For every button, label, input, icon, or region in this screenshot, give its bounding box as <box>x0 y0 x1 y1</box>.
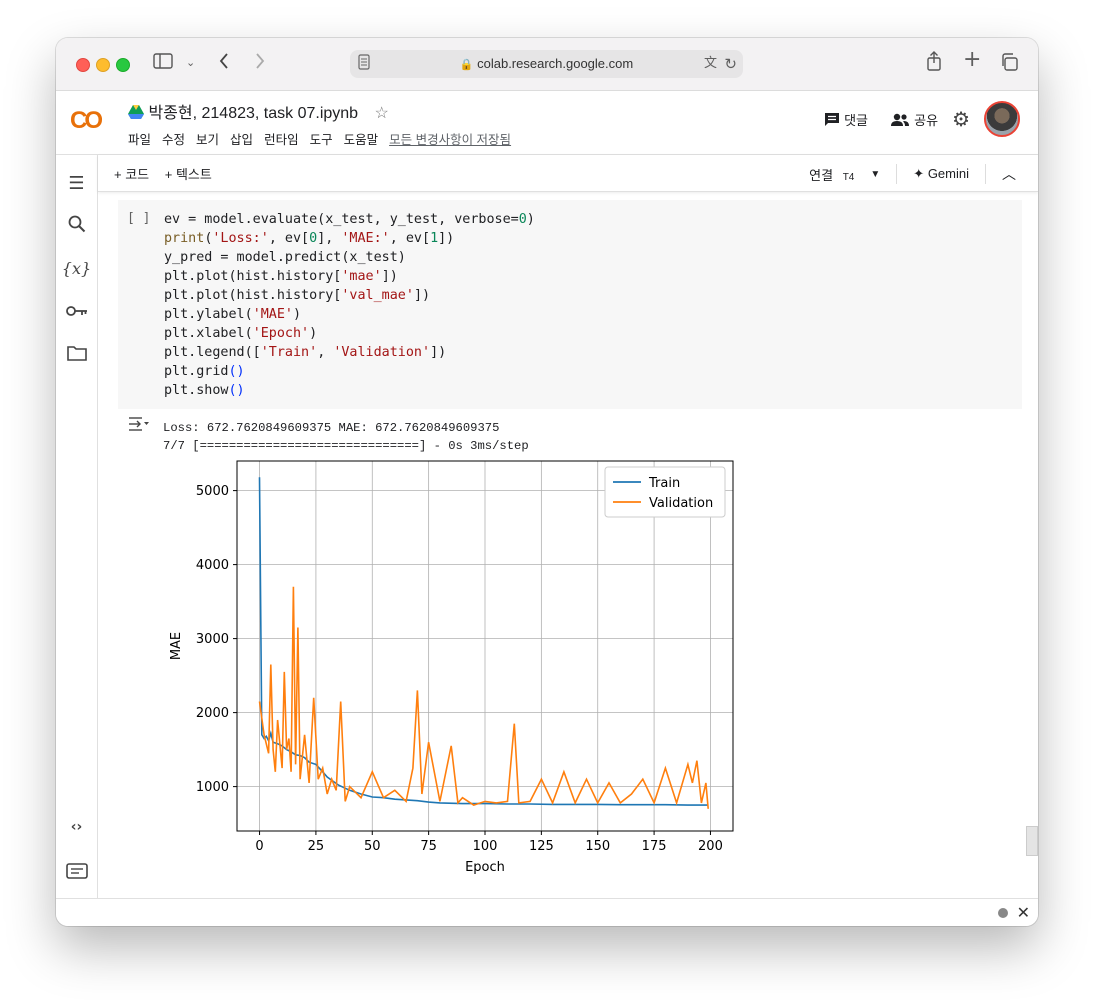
code-editor[interactable]: ev = model.evaluate(x_test, y_test, verb… <box>164 212 535 398</box>
page-icon <box>358 54 370 75</box>
folder-icon[interactable] <box>56 345 97 366</box>
x-tick-label: 100 <box>473 839 498 854</box>
saved-status[interactable]: 모든 변경사항이 저장됨 <box>389 133 512 147</box>
zoom-window-button[interactable] <box>116 58 130 72</box>
people-icon <box>890 113 914 129</box>
legend-label: Validation <box>649 496 713 511</box>
output-toggle-icon[interactable] <box>128 416 150 436</box>
menu-tools[interactable]: 도구 <box>309 133 333 147</box>
share-page-icon[interactable] <box>926 51 942 76</box>
x-tick-label: 0 <box>255 839 263 854</box>
new-tab-icon[interactable]: + <box>963 47 982 72</box>
notebook-toolbar: + 코드 + 텍스트 연결 T4 ▼ ✦ Gemini ︿ <box>98 155 1038 192</box>
code-snippets-icon[interactable]: ‹› <box>70 819 83 835</box>
forward-icon[interactable] <box>254 52 266 75</box>
menu-bar: 파일 수정 보기 삽입 런타임 도구 도움말 모든 변경사항이 저장됨 <box>128 129 511 148</box>
star-icon[interactable]: ☆ <box>374 105 389 122</box>
x-tick-label: 150 <box>585 839 610 854</box>
left-rail: ☰ {x} ‹› <box>56 155 98 898</box>
cell-output-text: Loss: 672.7620849609375 MAE: 672.7620849… <box>163 421 529 453</box>
share-button[interactable]: 공유 <box>890 110 938 129</box>
y-axis-label: MAE <box>169 632 184 660</box>
tab-overview-icon[interactable] <box>1000 53 1018 76</box>
y-tick-label: 2000 <box>196 706 229 721</box>
search-icon[interactable] <box>56 215 97 238</box>
series-line-validation <box>258 586 709 809</box>
menu-view[interactable]: 보기 <box>196 133 220 147</box>
google-drive-icon[interactable] <box>128 105 148 122</box>
table-of-contents-icon[interactable]: ☰ <box>68 173 85 194</box>
menu-file[interactable]: 파일 <box>128 133 152 147</box>
notebook-title[interactable]: 박종현, 214823, task 07.ipynb ☆ <box>128 99 389 123</box>
x-axis-label: Epoch <box>465 860 505 875</box>
y-tick-label: 4000 <box>196 558 229 573</box>
x-tick-label: 25 <box>308 839 325 854</box>
sidebar-toggle-icon[interactable] <box>153 53 173 74</box>
close-status-icon[interactable]: ✕ <box>1016 903 1030 922</box>
toolbar-divider <box>896 164 898 184</box>
connect-button[interactable]: 연결 T4 <box>809 167 855 183</box>
menu-edit[interactable]: 수정 <box>162 133 186 147</box>
x-tick-label: 75 <box>420 839 437 854</box>
run-cell-button[interactable]: [ ] <box>127 211 151 226</box>
runtime-dropdown-icon[interactable]: ▼ <box>870 168 881 180</box>
y-tick-label: 5000 <box>196 484 229 499</box>
x-tick-label: 125 <box>529 839 554 854</box>
minimize-window-button[interactable] <box>96 58 110 72</box>
status-bar: ✕ <box>56 898 1038 926</box>
y-tick-label: 1000 <box>196 780 229 795</box>
colab-header: CO 박종현, 214823, task 07.ipynb ☆ 파일 수정 보기… <box>56 91 1038 155</box>
translate-icon[interactable]: 文 <box>703 56 717 71</box>
scrollbar-thumb[interactable] <box>1026 826 1038 856</box>
lock-icon: 🔒 <box>459 59 474 71</box>
colab-logo[interactable]: CO <box>70 107 103 134</box>
back-icon[interactable] <box>218 52 230 75</box>
add-code-button[interactable]: + 코드 <box>114 167 150 182</box>
gemini-button[interactable]: ✦ Gemini <box>913 166 969 181</box>
menu-runtime[interactable]: 런타임 <box>264 133 299 147</box>
toolbar-divider <box>985 164 986 184</box>
mae-line-chart: 0 25 50 75 100 125 150 175 200 1000 2000 3000 4000 50… <box>169 460 734 875</box>
x-tick-label: 175 <box>642 839 667 854</box>
y-tick-label: 3000 <box>196 632 229 647</box>
comment-icon <box>824 112 844 129</box>
avatar[interactable] <box>984 101 1020 137</box>
legend-box <box>604 466 726 518</box>
add-text-button[interactable]: + 텍스트 <box>164 167 212 182</box>
legend-label: Train <box>648 476 680 491</box>
browser-toolbar: ⌄ 🔒 colab.research.google.com 文 ↻ + <box>56 38 1038 91</box>
chevron-down-icon[interactable]: ⌄ <box>186 56 196 69</box>
browser-window: ⌄ 🔒 colab.research.google.com 文 ↻ + CO <box>56 38 1038 926</box>
terminal-icon[interactable] <box>56 863 97 884</box>
settings-gear-icon[interactable]: ⚙ <box>952 107 970 131</box>
menu-insert[interactable]: 삽입 <box>230 133 254 147</box>
key-icon[interactable] <box>56 301 97 322</box>
status-dot <box>998 908 1008 918</box>
sparkle-icon: ✦ <box>913 166 925 181</box>
x-tick-label: 50 <box>364 839 381 854</box>
x-tick-label: 200 <box>698 839 723 854</box>
header-actions: 댓글 공유 ⚙ <box>824 101 1020 137</box>
reload-icon[interactable]: ↻ <box>724 55 737 73</box>
close-window-button[interactable] <box>76 58 90 72</box>
code-cell[interactable]: [ ] ev = model.evaluate(x_test, y_test, … <box>118 200 1022 409</box>
collapse-chevron-up-icon[interactable]: ︿ <box>1002 166 1016 182</box>
comment-button[interactable]: 댓글 <box>824 110 868 129</box>
url-text: 🔒 colab.research.google.com <box>459 56 634 71</box>
variables-icon[interactable]: {x} <box>61 259 92 278</box>
address-bar[interactable]: 🔒 colab.research.google.com 文 ↻ <box>350 50 743 78</box>
menu-help[interactable]: 도움말 <box>343 133 379 147</box>
